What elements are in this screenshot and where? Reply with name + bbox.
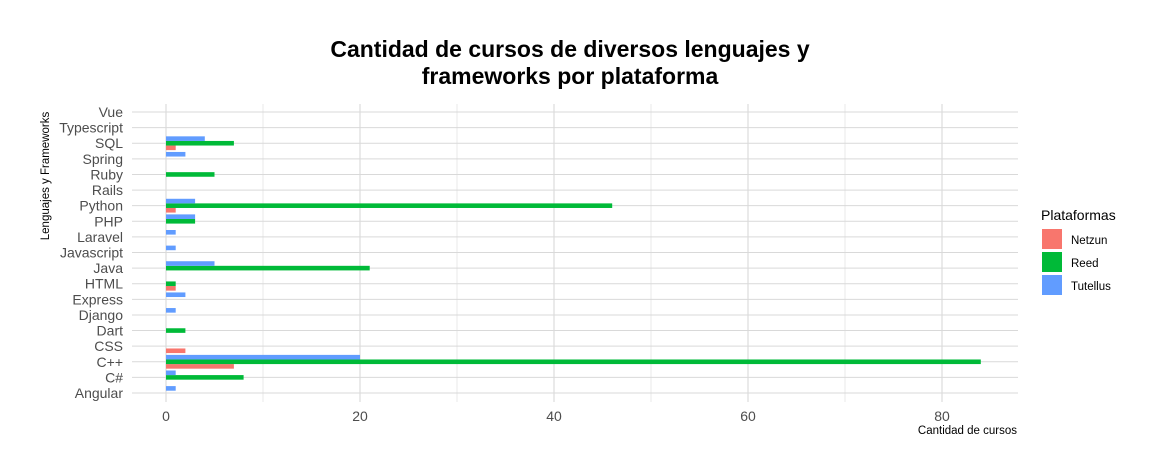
x-tick-label: 0 <box>162 408 170 424</box>
bar-reed-html <box>166 281 176 287</box>
bar-reed-sql <box>166 140 234 146</box>
x-tick-label: 80 <box>934 408 950 424</box>
bar-reed-python <box>166 203 613 208</box>
y-tick-label: Javascript <box>60 245 123 261</box>
y-tick-label: HTML <box>85 276 123 292</box>
y-tick-label: Ruby <box>90 166 123 182</box>
y-tick-label: C++ <box>97 354 123 370</box>
y-tick-label: Vue <box>99 104 124 120</box>
bar-netzun-css <box>166 348 186 354</box>
bar-reed-c# <box>166 375 244 380</box>
bar-reed-c++ <box>166 359 981 365</box>
bar-reed-dart <box>166 328 186 333</box>
bar-reed-ruby <box>166 172 215 177</box>
bar-tutellus-laravel <box>166 230 176 235</box>
y-tick-label: SQL <box>95 135 123 151</box>
chart-title-line-2: frameworks por plataforma <box>422 63 719 89</box>
bar-tutellus-php <box>166 214 196 219</box>
y-axis-title: Lenguajes y Frameworks <box>40 112 52 241</box>
x-tick-label: 20 <box>352 408 368 424</box>
x-axis-title: Cantidad de cursos <box>918 425 1017 437</box>
bars <box>166 136 981 391</box>
y-tick-label: Express <box>72 291 123 307</box>
legend: Plataformas Netzun Reed Tutellus <box>1041 207 1116 295</box>
bar-tutellus-express <box>166 292 186 298</box>
y-tick-label: Laravel <box>77 229 123 245</box>
bar-netzun-c++ <box>166 364 234 369</box>
legend-title: Plataformas <box>1041 207 1116 223</box>
y-tick-label: Java <box>93 260 123 276</box>
y-tick-label: CSS <box>94 338 123 354</box>
y-tick-label: Typescript <box>59 120 123 136</box>
bar-netzun-html <box>166 286 176 291</box>
bar-tutellus-javascript <box>166 245 176 251</box>
chart-title-line-1: Cantidad de cursos de diversos lenguajes… <box>330 36 810 62</box>
y-tick-label: Spring <box>83 151 123 167</box>
bar-netzun-sql <box>166 145 176 151</box>
y-tick-label: Dart <box>97 323 124 339</box>
bar-tutellus-sql <box>166 136 205 141</box>
bar-tutellus-django <box>166 308 176 313</box>
x-tick-label: 40 <box>546 408 562 424</box>
bar-tutellus-angular <box>166 386 176 391</box>
x-tick-label: 60 <box>740 408 756 424</box>
bar-tutellus-python <box>166 198 196 204</box>
bar-reed-php <box>166 218 196 224</box>
x-axis-ticks: 0 20 40 60 80 <box>162 408 950 424</box>
y-tick-label: Angular <box>75 385 124 401</box>
y-tick-label: Python <box>79 198 123 214</box>
legend-swatch-netzun <box>1042 229 1062 249</box>
legend-label-netzun: Netzun <box>1071 235 1107 247</box>
y-axis-ticks: AngularC#C++CSSDartDjangoExpressHTMLJava… <box>59 104 123 401</box>
legend-swatch-tutellus <box>1042 275 1062 295</box>
legend-label-tutellus: Tutellus <box>1071 281 1111 293</box>
legend-swatch-reed <box>1042 252 1062 272</box>
bar-reed-java <box>166 265 370 271</box>
y-tick-label: Rails <box>92 182 123 198</box>
y-tick-label: C# <box>105 369 123 385</box>
bar-tutellus-spring <box>166 151 186 157</box>
y-tick-label: PHP <box>94 213 123 229</box>
bar-tutellus-c# <box>166 370 176 376</box>
bar-tutellus-c++ <box>166 354 360 360</box>
bar-netzun-python <box>166 207 176 213</box>
legend-label-reed: Reed <box>1071 258 1099 270</box>
bar-tutellus-java <box>166 261 215 266</box>
y-tick-label: Django <box>79 307 124 323</box>
